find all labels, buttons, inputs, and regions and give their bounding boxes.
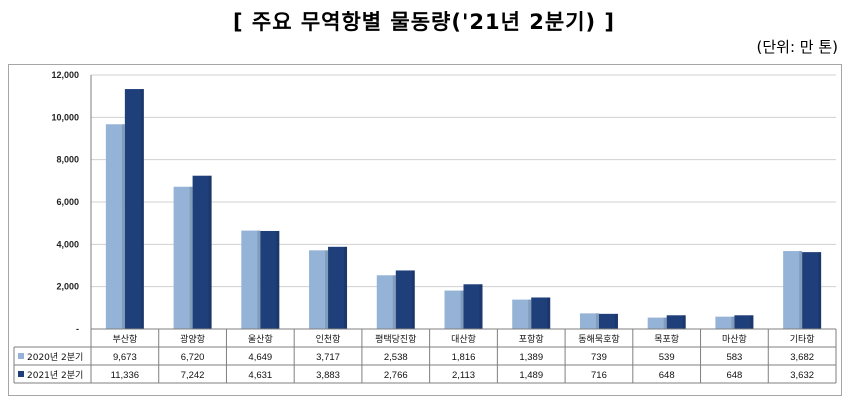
bar-2020 — [647, 317, 667, 329]
bar-shade — [547, 297, 551, 329]
bar-2021 — [124, 89, 144, 330]
bar-shade — [479, 284, 483, 329]
legend-swatch — [18, 371, 24, 377]
bar-shade — [595, 313, 599, 329]
data-label: 739 — [591, 352, 607, 363]
bar-shade — [411, 270, 415, 329]
bar-2020 — [444, 290, 464, 329]
y-tick-label: - — [76, 324, 79, 334]
bar-2021 — [802, 252, 822, 329]
bar-2021 — [395, 270, 415, 329]
x-tick-label: 울산항 — [248, 334, 273, 345]
bar-2020 — [783, 251, 803, 329]
x-tick-label: 포항항 — [519, 334, 544, 345]
bar-2020 — [512, 299, 532, 329]
data-label: 4,649 — [248, 352, 272, 363]
bar-shade — [121, 124, 125, 329]
bar-2020 — [715, 316, 735, 329]
bar-shade — [325, 250, 329, 329]
data-label: 9,673 — [113, 352, 137, 363]
bar-shade — [344, 246, 348, 329]
unit-label: (단위: 만 톤) — [756, 38, 839, 56]
bar-shade — [276, 230, 280, 329]
bar-shade — [750, 315, 754, 329]
bar-shade — [731, 316, 735, 329]
chart-frame — [8, 64, 842, 396]
bar-2021 — [734, 315, 754, 329]
legend-swatch — [18, 353, 24, 359]
y-tick-label: 8,000 — [56, 155, 79, 165]
data-label: 716 — [591, 370, 607, 381]
bar-2020 — [579, 313, 599, 329]
data-label: 11,336 — [111, 370, 139, 381]
data-label: 2,538 — [384, 352, 408, 363]
bar-shade — [208, 175, 212, 329]
bar-2021 — [598, 313, 618, 329]
bar-shade — [799, 251, 803, 329]
y-tick-label: 10,000 — [51, 112, 79, 122]
bar-2020 — [241, 230, 261, 329]
x-tick-label: 인천항 — [316, 334, 341, 345]
bar-2020 — [105, 124, 125, 329]
data-label: 1,489 — [519, 370, 543, 381]
data-label: 1,389 — [519, 352, 543, 363]
y-tick-label: 2,000 — [56, 282, 79, 292]
data-label: 648 — [726, 370, 742, 381]
x-tick-label: 부산항 — [112, 334, 137, 345]
legend-label: 2021년 2분기 — [27, 370, 83, 381]
bar-2021 — [260, 230, 280, 329]
x-tick-label: 동해묵호항 — [578, 334, 619, 345]
x-tick-label: 대산항 — [451, 334, 476, 345]
data-label: 3,682 — [790, 352, 814, 363]
data-label: 4,631 — [248, 370, 272, 381]
bar-2021 — [666, 315, 686, 329]
x-tick-label: 광양항 — [180, 333, 205, 345]
bar-shade — [528, 299, 532, 329]
data-label: 3,632 — [790, 370, 814, 381]
data-label: 3,883 — [316, 370, 340, 381]
data-label: 648 — [659, 370, 675, 381]
data-label: 2,766 — [384, 370, 408, 381]
bar-2021 — [531, 297, 551, 329]
x-tick-label: 목포항 — [654, 334, 679, 345]
data-label: 583 — [726, 352, 742, 363]
x-tick-label: 기타항 — [790, 334, 815, 345]
chart-title: [ 주요 무역항별 물동량('21년 2분기) ] — [232, 10, 616, 34]
bar-shade — [818, 252, 822, 329]
data-label: 539 — [659, 352, 675, 363]
y-tick-label: 12,000 — [51, 70, 79, 80]
y-tick-label: 4,000 — [56, 239, 79, 249]
y-tick-label: 6,000 — [56, 197, 79, 207]
bar-2021 — [463, 284, 483, 329]
legend-label: 2020년 2분기 — [27, 352, 83, 363]
bar-2020 — [376, 275, 396, 329]
bar-shade — [460, 290, 464, 329]
bar-2020 — [173, 186, 193, 329]
bar-shade — [140, 89, 144, 330]
data-label: 7,242 — [181, 370, 205, 381]
data-label: 1,816 — [452, 352, 476, 363]
bar-shade — [663, 317, 667, 329]
bar-shade — [257, 230, 261, 329]
bar-shade — [614, 313, 618, 329]
data-label: 6,720 — [181, 352, 205, 363]
bar-shade — [392, 275, 396, 329]
bar-2020 — [309, 250, 329, 329]
bar-2021 — [192, 175, 212, 329]
bar-2021 — [328, 246, 348, 329]
x-tick-label: 마산항 — [722, 334, 747, 345]
x-tick-label: 평택당진항 — [375, 334, 416, 345]
bar-shade — [189, 186, 193, 329]
data-label: 2,113 — [452, 370, 475, 381]
data-label: 3,717 — [316, 352, 340, 363]
bar-shade — [682, 315, 686, 329]
